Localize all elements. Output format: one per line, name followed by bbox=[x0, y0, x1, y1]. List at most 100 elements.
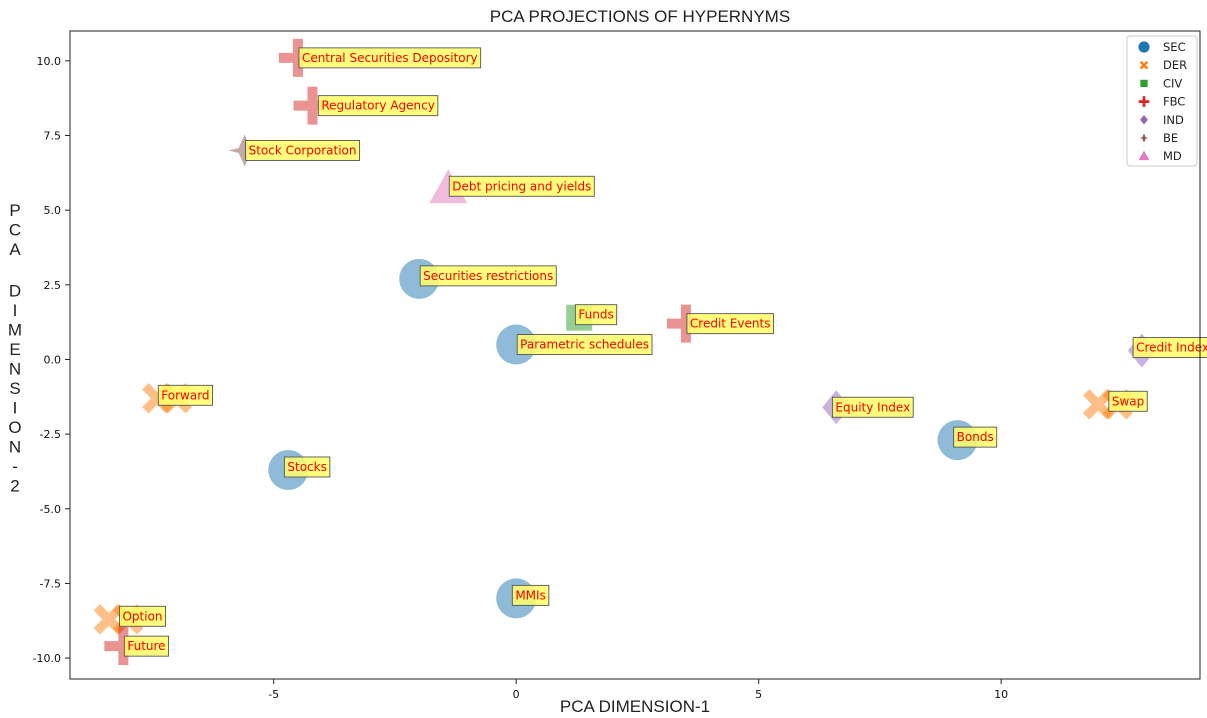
annotation-text: Debt pricing and yields bbox=[452, 179, 591, 193]
x-axis: -5 0 5 10 bbox=[268, 679, 1008, 701]
y-tick-label: 2.5 bbox=[44, 279, 62, 292]
point-annotation: MMIs bbox=[511, 584, 550, 606]
point-annotation: Future bbox=[123, 635, 170, 657]
plot-frame bbox=[69, 30, 1201, 680]
y-tick-label: -5.0 bbox=[40, 503, 61, 516]
point-annotation: Credit Events bbox=[686, 313, 774, 335]
y-axis-label-char: D bbox=[9, 282, 21, 301]
annotation-text: Swap bbox=[1112, 394, 1144, 408]
annotation-text: Future bbox=[127, 639, 165, 653]
x-tick-label: 10 bbox=[994, 688, 1008, 701]
y-tick-label: -7.5 bbox=[40, 577, 61, 590]
chart-title: PCA PROJECTIONS OF HYPERNYMS bbox=[490, 7, 790, 26]
annotation-box bbox=[1108, 390, 1148, 412]
labels-layer: Central Securities Depository Regulatory … bbox=[119, 47, 1207, 657]
legend-marker bbox=[1138, 96, 1150, 107]
x-tick-label: -5 bbox=[268, 688, 279, 701]
point-annotation: Swap bbox=[1108, 390, 1148, 412]
annotation-text: Central Securities Depository bbox=[302, 51, 478, 65]
legend-box bbox=[1126, 35, 1198, 167]
point-annotation: Stocks bbox=[283, 456, 331, 478]
legend: SEC DER CIV FBC IND BE MD bbox=[1126, 35, 1198, 167]
legend-marker bbox=[1140, 115, 1148, 125]
y-axis-label-char: I bbox=[13, 399, 18, 418]
point-annotation: Stock Corporation bbox=[245, 139, 360, 161]
legend-entry: IND bbox=[1140, 113, 1184, 127]
y-axis-label-char: N bbox=[9, 438, 21, 457]
annotation-box bbox=[419, 265, 557, 287]
annotation-box bbox=[516, 334, 653, 355]
annotation-box bbox=[1132, 337, 1207, 358]
y-axis-label-char: I bbox=[13, 301, 18, 320]
annotation-text: Credit Index bbox=[1136, 341, 1207, 355]
legend-entry: DER bbox=[1139, 58, 1187, 72]
annotation-text: Option bbox=[122, 609, 162, 623]
annotation-text: Equity Index bbox=[835, 400, 910, 414]
point-annotation: Central Securities Depository bbox=[298, 47, 482, 69]
legend-label: CIV bbox=[1163, 76, 1182, 90]
y-axis-label-char: A bbox=[9, 240, 21, 259]
y-tick-label: -10.0 bbox=[33, 652, 61, 665]
annotation-text: Securities restrictions bbox=[423, 269, 553, 283]
legend-entry: MD bbox=[1138, 149, 1182, 163]
legend-label: DER bbox=[1163, 58, 1187, 72]
x-axis-label: PCA DIMENSION-1 bbox=[560, 697, 710, 716]
annotation-box bbox=[298, 47, 482, 69]
legend-entry: FBC bbox=[1138, 95, 1185, 109]
legend-entry: BE bbox=[1139, 131, 1178, 145]
legend-marker bbox=[1139, 133, 1149, 143]
annotation-text: Bonds bbox=[957, 430, 994, 444]
annotation-box bbox=[245, 139, 360, 161]
annotation-box bbox=[157, 384, 214, 406]
annotation-text: Regulatory Agency bbox=[321, 99, 435, 113]
annotation-box bbox=[123, 635, 170, 657]
x-tick-label: 0 bbox=[513, 688, 520, 701]
legend-marker bbox=[1140, 79, 1148, 88]
legend-marker bbox=[1139, 60, 1149, 70]
y-axis: 10.0 7.5 5.0 2.5 0.0 -2.5 -5.0 -7.5 -10.0 bbox=[33, 55, 70, 665]
annotation-box bbox=[831, 396, 914, 418]
legend-label: MD bbox=[1163, 149, 1182, 163]
point-annotation: Funds bbox=[574, 304, 618, 326]
point-annotation: Equity Index bbox=[831, 396, 914, 418]
annotation-text: MMIs bbox=[515, 588, 546, 602]
y-tick-label: -2.5 bbox=[40, 428, 61, 441]
y-tick-label: 0.0 bbox=[44, 353, 62, 366]
legend-entry: CIV bbox=[1140, 76, 1182, 90]
point-annotation: Parametric schedules bbox=[516, 334, 653, 355]
annotation-box bbox=[953, 426, 998, 448]
point-annotation: Credit Index bbox=[1132, 337, 1207, 358]
annotation-text: Parametric schedules bbox=[520, 338, 649, 352]
y-axis-label-char: E bbox=[9, 340, 20, 359]
legend-marker bbox=[1138, 150, 1150, 161]
point-annotation: Bonds bbox=[953, 426, 998, 448]
annotation-text: Funds bbox=[578, 308, 613, 322]
y-tick-label: 5.0 bbox=[44, 204, 62, 217]
annotation-box bbox=[448, 175, 595, 197]
data-point bbox=[228, 134, 261, 167]
annotation-box bbox=[511, 584, 550, 606]
y-tick-label: 10.0 bbox=[37, 55, 62, 68]
annotation-box bbox=[574, 304, 618, 326]
annotation-box bbox=[283, 456, 331, 478]
point-annotation: Option bbox=[119, 605, 167, 627]
y-axis-label-char: C bbox=[9, 221, 21, 240]
point-annotation: Securities restrictions bbox=[419, 265, 557, 287]
annotation-text: Stock Corporation bbox=[249, 143, 357, 157]
y-axis-label-char: O bbox=[8, 418, 21, 437]
y-axis-label-char: - bbox=[12, 457, 18, 476]
annotation-box bbox=[686, 313, 774, 335]
legend-marker bbox=[1138, 41, 1150, 53]
legend-entry: SEC bbox=[1138, 40, 1186, 54]
y-tick-label: 7.5 bbox=[44, 130, 62, 143]
y-axis-label-char: S bbox=[9, 379, 20, 398]
annotation-box bbox=[119, 605, 167, 627]
annotation-text: Stocks bbox=[287, 460, 326, 474]
y-axis-label-char: N bbox=[9, 360, 21, 379]
annotation-text: Credit Events bbox=[690, 317, 771, 331]
annotation-box bbox=[317, 95, 439, 117]
x-tick-label: 5 bbox=[755, 688, 762, 701]
legend-label: IND bbox=[1163, 113, 1184, 127]
